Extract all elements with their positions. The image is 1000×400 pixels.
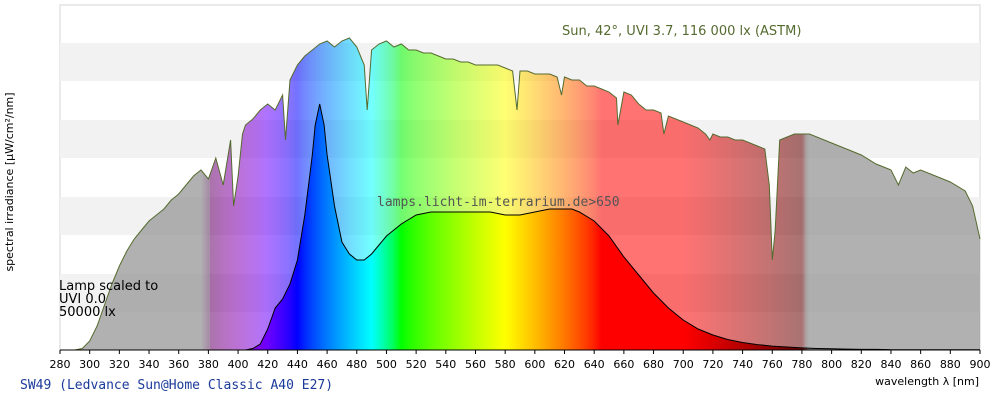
x-tick-label: 300 [79, 358, 100, 371]
x-tick-label: 360 [168, 358, 189, 371]
x-tick-label: 780 [791, 358, 812, 371]
x-tick-label: 480 [346, 358, 367, 371]
x-tick-label: 700 [673, 358, 694, 371]
x-tick-label: 640 [584, 358, 605, 371]
x-tick-label: 320 [109, 358, 130, 371]
lamp-note-line-2: UVI 0.0 [59, 292, 106, 307]
x-tick-label: 880 [940, 358, 961, 371]
x-axis-ticks: 280 300 320 340 360 380 400 420 440 460 480 500 520 5… [50, 350, 991, 371]
lamp-name-footer: SW49 (Ledvance Sun@Home Classic A40 E27) [20, 378, 333, 393]
x-tick-label: 380 [198, 358, 219, 371]
x-tick-label: 740 [732, 358, 753, 371]
x-tick-label: 580 [495, 358, 516, 371]
x-tick-label: 680 [643, 358, 664, 371]
x-tick-label: 600 [524, 358, 545, 371]
x-tick-label: 540 [435, 358, 456, 371]
x-tick-label: 900 [970, 358, 991, 371]
x-tick-label: 420 [257, 358, 278, 371]
x-tick-label: 460 [317, 358, 338, 371]
x-tick-label: 280 [50, 358, 71, 371]
x-tick-label: 820 [851, 358, 872, 371]
x-tick-label: 840 [880, 358, 901, 371]
lamp-note-line-1: Lamp scaled to [59, 279, 158, 294]
x-tick-label: 660 [613, 358, 634, 371]
sun-spectrum-outline [60, 37, 981, 351]
x-tick-label: 720 [702, 358, 723, 371]
lamp-note-line-3: 50000 lx [59, 305, 116, 320]
x-tick-label: 620 [554, 358, 575, 371]
x-tick-label: 500 [376, 358, 397, 371]
x-tick-label: 560 [465, 358, 486, 371]
y-axis-label: spectral irradiance [µW/cm²/nm] [3, 92, 16, 271]
x-tick-label: 800 [821, 358, 842, 371]
chart-title: Sun, 42°, UVI 3.7, 116 000 lx (ASTM) [562, 24, 801, 39]
x-tick-label: 860 [910, 358, 931, 371]
x-tick-label: 400 [228, 358, 249, 371]
x-tick-label: 340 [139, 358, 160, 371]
x-tick-label: 520 [406, 358, 427, 371]
x-axis-label: wavelength λ [nm] [875, 375, 979, 388]
x-tick-label: 760 [762, 358, 783, 371]
x-tick-label: 440 [287, 358, 308, 371]
lamp-spectrum-outline [245, 103, 980, 351]
watermark-label: lamps.licht-im-terrarium.de>650 [377, 195, 620, 210]
